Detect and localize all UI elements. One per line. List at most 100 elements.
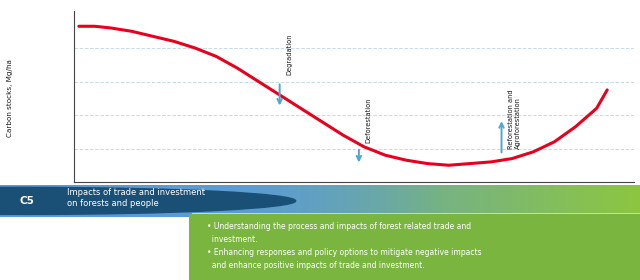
Bar <box>540 185 543 217</box>
Bar <box>192 185 196 217</box>
Bar <box>330 185 334 217</box>
Bar <box>345 185 349 217</box>
Bar <box>431 185 435 217</box>
Bar <box>408 185 412 217</box>
Bar <box>367 185 371 217</box>
Text: Reforestation and
Agroforestation: Reforestation and Agroforestation <box>508 89 521 148</box>
Bar <box>196 185 200 217</box>
Bar <box>435 185 438 217</box>
Bar <box>218 185 222 217</box>
Bar <box>371 185 375 217</box>
Bar <box>326 185 330 217</box>
Text: C5: C5 <box>19 196 35 206</box>
Bar <box>476 185 479 217</box>
Bar <box>296 185 300 217</box>
Bar <box>308 185 312 217</box>
Bar <box>461 185 465 217</box>
Bar <box>192 213 640 217</box>
Bar <box>420 185 424 217</box>
Bar <box>222 185 226 217</box>
Bar <box>300 185 304 217</box>
Bar <box>636 185 640 217</box>
Bar <box>338 185 341 217</box>
Bar <box>412 185 416 217</box>
Bar <box>428 185 431 217</box>
Bar <box>479 185 483 217</box>
Bar <box>383 185 386 217</box>
Bar <box>401 185 405 217</box>
Bar <box>274 185 278 217</box>
Bar <box>204 185 207 217</box>
Bar <box>573 185 577 217</box>
Bar <box>494 185 498 217</box>
Bar <box>315 185 319 217</box>
Bar <box>520 185 524 217</box>
Bar <box>621 185 625 217</box>
Bar <box>379 185 383 217</box>
Text: Grassland: Grassland <box>390 195 423 201</box>
Bar <box>509 185 513 217</box>
Bar <box>267 185 270 217</box>
Bar <box>289 185 293 217</box>
Circle shape <box>0 187 296 214</box>
Bar <box>237 185 241 217</box>
Bar <box>285 185 289 217</box>
Text: Deforestation: Deforestation <box>365 98 371 143</box>
Bar <box>517 185 520 217</box>
Text: Degradation: Degradation <box>286 33 292 75</box>
Bar <box>554 185 558 217</box>
Bar <box>259 185 263 217</box>
Bar <box>255 185 259 217</box>
Bar <box>200 185 204 217</box>
Bar <box>211 185 214 217</box>
Bar <box>453 185 457 217</box>
Bar <box>472 185 476 217</box>
Bar <box>319 185 323 217</box>
Bar <box>558 185 562 217</box>
Bar <box>614 185 618 217</box>
Bar <box>625 185 628 217</box>
Text: Impacts of trade and investment
on forests and people: Impacts of trade and investment on fores… <box>67 188 205 208</box>
Bar <box>390 185 394 217</box>
Bar <box>226 185 229 217</box>
Text: Secondary and
agroforest: Secondary and agroforest <box>228 195 278 208</box>
Bar <box>349 185 353 217</box>
Bar <box>341 185 345 217</box>
Bar <box>364 185 367 217</box>
Text: Carbon stocks, Mg/ha: Carbon stocks, Mg/ha <box>7 59 13 137</box>
Bar <box>438 185 442 217</box>
Bar <box>312 185 315 217</box>
Bar <box>446 185 449 217</box>
Bar <box>603 185 607 217</box>
Bar <box>353 185 356 217</box>
Bar <box>577 185 580 217</box>
Bar <box>547 185 550 217</box>
Bar <box>550 185 554 217</box>
Bar <box>424 185 428 217</box>
Bar <box>214 185 218 217</box>
Bar <box>457 185 461 217</box>
Bar <box>532 185 536 217</box>
Bar <box>360 185 364 217</box>
Bar <box>416 185 420 217</box>
Bar <box>506 185 509 217</box>
Bar <box>241 185 244 217</box>
Text: Mosaic landscape with
agroforestry, plantations,
crop fields, woodlots: Mosaic landscape with agroforestry, plan… <box>486 195 570 215</box>
Bar <box>591 185 595 217</box>
Bar <box>323 185 326 217</box>
Bar <box>580 185 584 217</box>
Bar <box>334 185 338 217</box>
Bar <box>404 185 408 217</box>
Bar <box>632 185 636 217</box>
Bar <box>442 185 446 217</box>
Bar <box>356 185 360 217</box>
Bar <box>465 185 468 217</box>
Bar <box>248 185 252 217</box>
Bar <box>263 185 267 217</box>
Bar <box>607 185 610 217</box>
Bar <box>282 185 285 217</box>
Bar <box>584 185 588 217</box>
Bar <box>610 185 614 217</box>
Bar <box>468 185 472 217</box>
Bar <box>618 185 621 217</box>
